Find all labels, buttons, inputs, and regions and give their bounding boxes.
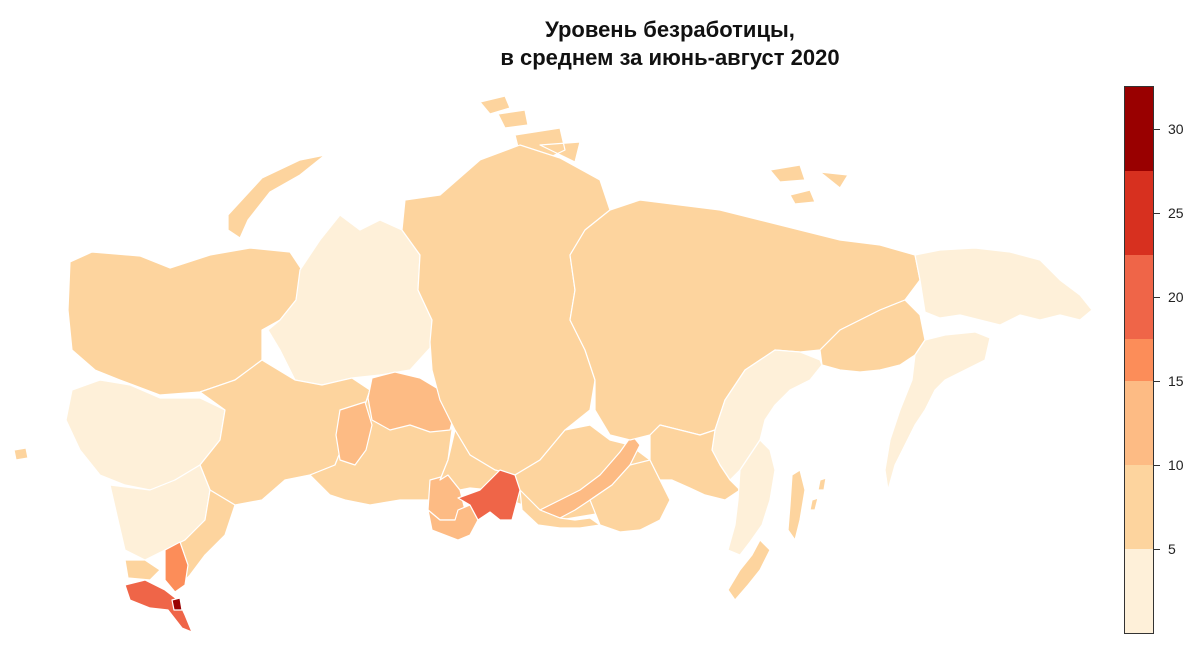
map-region-kurils: [809, 477, 827, 511]
map-region-krasnoyarsk: [401, 144, 611, 476]
map-region-primorye: [727, 439, 776, 556]
legend-tick: 5: [1154, 540, 1176, 558]
legend-tick-mark: [1154, 380, 1160, 382]
legend-band: [1125, 339, 1153, 381]
map-title-line2: в среднем за июнь-август 2020: [500, 45, 840, 70]
legend-band: [1125, 171, 1153, 255]
map-region-khanty-mansi: [367, 371, 456, 433]
map-region-north-caucasus: [124, 579, 193, 633]
legend-tick-label: 15: [1168, 373, 1184, 389]
map-region-buryatia: [539, 434, 641, 519]
map-region-chukotka: [914, 247, 1093, 326]
map-region-novaya-zemlya: [227, 154, 326, 239]
map-region-franz-josef: [479, 95, 529, 129]
map-region-komi-arkhangelsk: [267, 214, 433, 386]
legend-tick-label: 10: [1168, 457, 1184, 473]
map-title-line1: Уровень безработицы,: [545, 17, 795, 42]
map-region-new-siberian: [769, 164, 849, 189]
map-region-amur: [649, 424, 741, 501]
legend-band: [1125, 87, 1153, 171]
map-region-dagestan: [164, 541, 189, 593]
map-title: Уровень безработицы, в среднем за июнь-а…: [420, 16, 920, 72]
legend-tick: 25: [1154, 204, 1184, 222]
map-region-north-west: [67, 247, 303, 396]
legend-band: [1125, 255, 1153, 339]
legend-tick-mark: [1154, 296, 1160, 298]
map-region-chechnya: [171, 597, 183, 611]
map-region-sverdlovsk: [335, 401, 373, 466]
legend-band: [1125, 465, 1153, 549]
legend-tick-label: 25: [1168, 205, 1184, 221]
map-region-sakhalin: [727, 469, 806, 601]
legend-tick: 20: [1154, 288, 1184, 306]
map-region-kamchatka: [884, 331, 991, 491]
legend-band: [1125, 381, 1153, 465]
legend-tick-mark: [1154, 212, 1160, 214]
legend-colorbar: [1124, 86, 1154, 634]
legend-tick: 30: [1154, 120, 1184, 138]
map-region-kaliningrad: [13, 447, 29, 461]
map-region-novosibirsk-islands: [789, 189, 816, 205]
map-region-tyva: [457, 469, 521, 521]
legend-tick-label: 5: [1168, 541, 1176, 557]
legend-tick-mark: [1154, 464, 1160, 466]
legend-tick: 10: [1154, 456, 1184, 474]
legend-tick-label: 20: [1168, 289, 1184, 305]
legend-tick: 15: [1154, 372, 1184, 390]
legend-ticks: 5 10 15 20 25 30: [1154, 86, 1200, 634]
map-region-crimea-kalmykia: [124, 559, 161, 581]
legend-tick-label: 30: [1168, 121, 1184, 137]
russia-map: [13, 95, 1093, 633]
legend-band: [1125, 549, 1153, 633]
legend-tick-mark: [1154, 128, 1160, 130]
legend-tick-mark: [1154, 548, 1160, 550]
